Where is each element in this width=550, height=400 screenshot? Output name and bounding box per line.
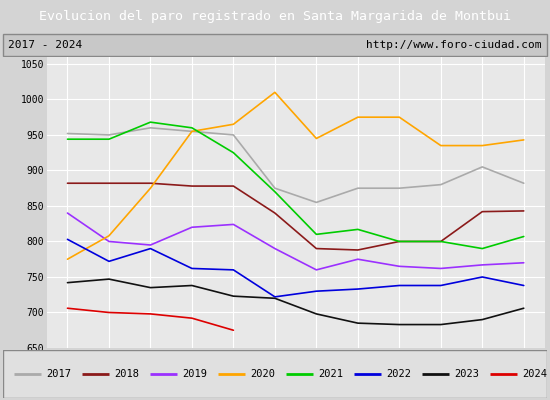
Text: 2024: 2024	[522, 369, 548, 379]
Text: 2018: 2018	[114, 369, 139, 379]
Text: 2023: 2023	[455, 369, 480, 379]
Text: http://www.foro-ciudad.com: http://www.foro-ciudad.com	[366, 40, 542, 50]
Text: 2017 - 2024: 2017 - 2024	[8, 40, 82, 50]
Text: 2019: 2019	[183, 369, 207, 379]
Text: 2020: 2020	[250, 369, 276, 379]
FancyBboxPatch shape	[3, 350, 547, 398]
Text: 2021: 2021	[318, 369, 344, 379]
Text: Evolucion del paro registrado en Santa Margarida de Montbui: Evolucion del paro registrado en Santa M…	[39, 10, 511, 23]
FancyBboxPatch shape	[3, 34, 547, 56]
Text: 2022: 2022	[387, 369, 411, 379]
Text: 2017: 2017	[46, 369, 72, 379]
